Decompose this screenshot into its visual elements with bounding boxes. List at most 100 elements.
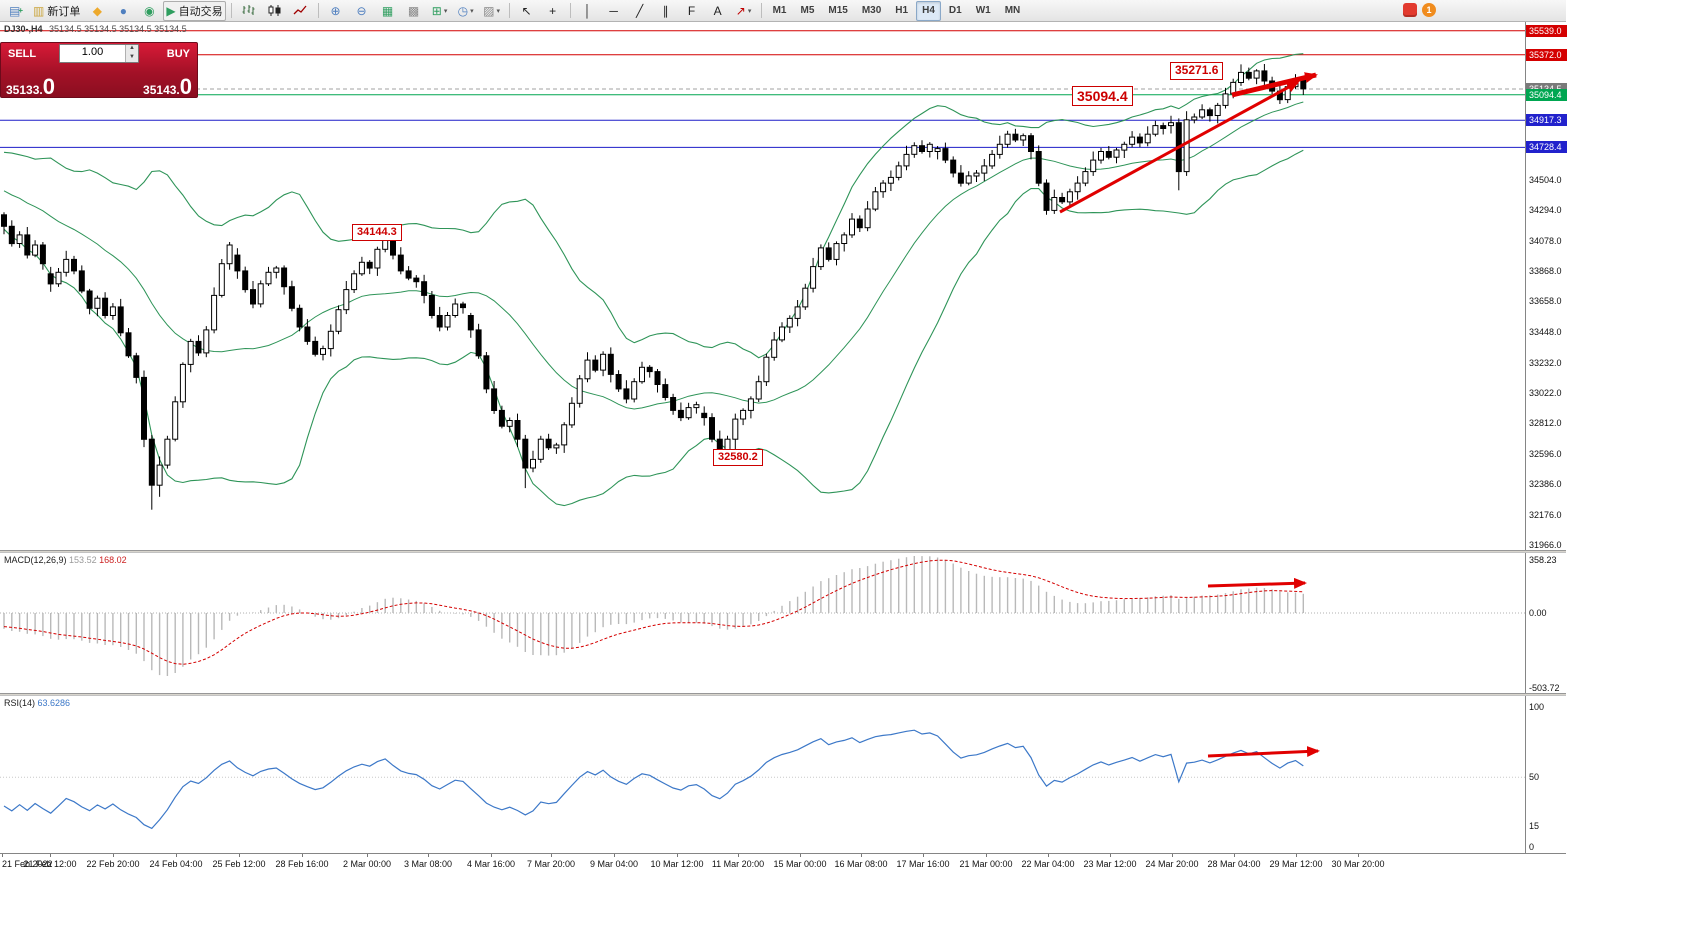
timeframe-m15-button[interactable]: M15	[828, 5, 848, 16]
price-annotation-box[interactable]: 35271.6	[1170, 62, 1224, 80]
timeframe-mn-button[interactable]: MN	[1004, 5, 1021, 16]
horizontal-line-button[interactable]: ─	[609, 3, 618, 18]
panel-separator[interactable]	[0, 550, 1566, 553]
candle	[320, 348, 326, 355]
candlestick-chart[interactable]	[0, 22, 1525, 550]
candle	[592, 359, 599, 371]
time-axis-tick	[2, 854, 3, 857]
new-chart-button[interactable]: ▤ +	[8, 3, 23, 18]
indicators-button[interactable]: ▨ ▾	[483, 3, 500, 18]
price-axis-label: 33658.0	[1529, 296, 1562, 307]
price-annotation-box[interactable]: 34144.3	[352, 224, 402, 241]
bars-chart-type-button[interactable]	[237, 1, 261, 21]
time-axis-label: 24 Mar 20:00	[1145, 859, 1199, 869]
time-axis-tick	[1048, 854, 1049, 857]
line-chart-type-button[interactable]	[289, 1, 313, 21]
timeframe-h4-button[interactable]: H4	[916, 0, 941, 21]
candle	[475, 329, 482, 357]
candle	[94, 297, 101, 309]
price-annotation-box[interactable]: 32580.2	[713, 449, 763, 466]
time-axis-label: 11 Mar 20:00	[711, 859, 765, 869]
community-button[interactable]: ◉	[144, 3, 155, 18]
toolbar-right-badges: 1	[1403, 3, 1436, 17]
price-axis-label: 100	[1529, 702, 1545, 713]
candle	[335, 309, 342, 332]
time-axis-tick	[551, 854, 552, 857]
volume-input[interactable]: 1.00	[81, 46, 104, 58]
timeframe-m1-button[interactable]: M1	[772, 5, 787, 16]
price-axis[interactable]: 34504.0 34294.0 34078.0 33868.0 33658.0 33448…	[1525, 22, 1567, 853]
profile-button[interactable]: ●	[119, 3, 127, 18]
candle	[452, 303, 459, 316]
tile-windows-button[interactable]: ▦	[381, 3, 394, 18]
macd-panel[interactable]: MACD(12,26,9) 153.52 168.02	[0, 553, 1525, 693]
panel-separator[interactable]	[0, 693, 1566, 696]
zoom-in-button[interactable]: ⊕	[330, 3, 341, 18]
news-badge-icon[interactable]	[1403, 3, 1417, 17]
candle	[685, 407, 692, 419]
time-axis-label: 28 Feb 16:00	[275, 859, 329, 869]
time-axis-label: 22 Feb 20:00	[86, 859, 140, 869]
candle	[662, 384, 669, 399]
buy-button[interactable]: BUY	[141, 47, 197, 61]
fibonacci-button[interactable]: F	[687, 3, 696, 18]
candle	[281, 267, 288, 288]
price-annotation-box[interactable]: 35094.4	[1072, 86, 1133, 107]
candle	[506, 420, 513, 427]
text-button[interactable]: A	[713, 3, 722, 18]
timeframe-d1-button[interactable]: D1	[948, 5, 962, 16]
candle	[1012, 133, 1019, 141]
candles-chart-type-button[interactable]	[263, 1, 287, 21]
channel-button[interactable]: ∥	[662, 3, 669, 18]
arrows-tool-button[interactable]: ↗ ▾	[735, 3, 752, 18]
sell-button[interactable]: SELL	[1, 47, 57, 61]
time-axis-tick	[861, 854, 862, 857]
vertical-line-button[interactable]: │	[583, 3, 592, 18]
crosshair-button[interactable]: +	[549, 3, 557, 18]
cascade-windows-button[interactable]: ▩	[407, 3, 420, 18]
time-axis-tick	[302, 854, 303, 857]
rsi-chart[interactable]	[0, 696, 1525, 853]
timeframe-m5-button[interactable]: M5	[800, 5, 815, 16]
candle	[654, 371, 661, 386]
candle	[1059, 197, 1066, 203]
macd-chart[interactable]	[0, 553, 1525, 693]
volume-spinner[interactable]: ▲ ▼	[125, 45, 138, 62]
time-axis-tick	[367, 854, 368, 857]
timeframe-h1-button[interactable]: H1	[895, 5, 909, 16]
main-chart-panel[interactable]: DJ30-,H4 35134.5 35134.5 35134.5 35134.5…	[0, 22, 1525, 550]
zoom-out-button[interactable]: ⊖	[356, 3, 367, 18]
volume-stepper[interactable]: 1.00 ▲ ▼	[59, 44, 139, 63]
time-axis[interactable]: 21 Feb 2022 21 Feb 12:00 22 Feb 20:00 24 Fe…	[0, 853, 1566, 876]
candle	[351, 273, 358, 291]
cursor-button[interactable]: ↖	[521, 3, 532, 18]
candle	[1191, 116, 1198, 121]
mql5-market-button[interactable]: ◆	[92, 3, 102, 18]
price-axis-label: 33022.0	[1529, 387, 1562, 398]
trendline-button[interactable]: ╱	[635, 3, 644, 18]
candle	[203, 329, 210, 354]
autotrading-button[interactable]: ▶ 自动交易	[163, 0, 226, 21]
candle	[530, 458, 536, 469]
candle	[413, 277, 420, 283]
new-order-button[interactable]: ▥ 新订单	[33, 3, 81, 18]
buy-price[interactable]: 35143.0	[143, 74, 192, 99]
rsi-panel[interactable]: RSI(14) 63.6286	[0, 696, 1525, 853]
notification-count-badge[interactable]: 1	[1422, 3, 1436, 17]
timeframe-m30-button[interactable]: M30	[861, 5, 882, 16]
period-clock-button[interactable]: ◷ ▾	[457, 3, 474, 18]
price-axis-label: 32386.0	[1529, 479, 1562, 490]
candle	[195, 340, 202, 354]
candle	[1253, 70, 1260, 79]
price-axis-label: 34294.0	[1529, 204, 1562, 215]
candle	[623, 388, 630, 400]
candle	[810, 266, 817, 289]
timeframe-w1-button[interactable]: W1	[975, 5, 991, 16]
bollinger-upper-band	[3, 53, 1304, 359]
sell-price[interactable]: 35133.0	[6, 74, 55, 99]
candle	[600, 353, 607, 371]
new-window-button[interactable]: ⊞ ▾	[431, 3, 448, 18]
candle	[164, 438, 171, 466]
candle	[102, 297, 109, 317]
time-axis-label: 22 Mar 04:00	[1021, 859, 1075, 869]
